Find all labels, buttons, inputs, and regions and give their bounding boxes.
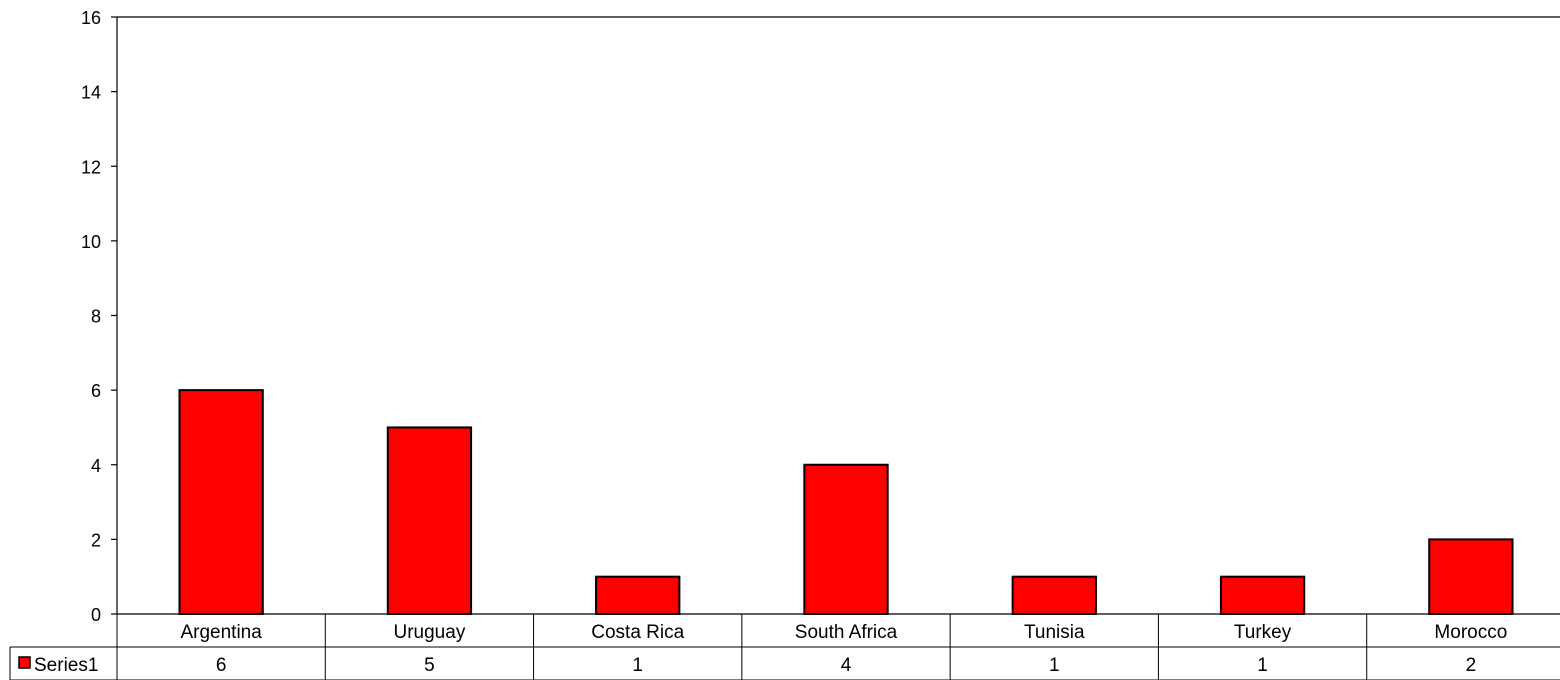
data-table-value: 5 (424, 655, 435, 676)
y-tick-label: 2 (91, 530, 101, 550)
y-tick-label: 8 (91, 307, 101, 327)
data-table-value: 4 (841, 655, 852, 676)
y-tick-label: 14 (81, 83, 101, 103)
y-tick-label: 0 (91, 605, 101, 625)
bars-layer (178, 389, 1514, 615)
category-label: Costa Rica (591, 622, 684, 643)
y-tick-label: 12 (81, 157, 101, 177)
category-label: Morocco (1434, 622, 1507, 643)
bar (178, 389, 264, 615)
data-table-value: 1 (632, 655, 643, 676)
legend-swatch (18, 656, 31, 669)
bar (1428, 538, 1514, 615)
y-tick-label: 6 (91, 381, 101, 401)
data-table-value: 2 (1466, 655, 1477, 676)
bar (803, 463, 889, 615)
category-label: Argentina (180, 622, 262, 643)
axes-layer: 0 2 4 6 8 10 12 14 16 (81, 8, 1560, 625)
data-table: Argentina 6 Uruguay 5 Costa Rica 1 South Afric… (9, 614, 1560, 680)
bar (595, 575, 681, 615)
bar (386, 426, 473, 615)
y-tick-label: 10 (81, 232, 101, 252)
category-label: Uruguay (394, 622, 466, 643)
y-tick-label: 4 (91, 456, 101, 476)
bar (1011, 575, 1097, 615)
data-table-value: 1 (1257, 655, 1268, 676)
data-table-value: 6 (216, 655, 227, 676)
data-table-value: 1 (1049, 655, 1060, 676)
y-tick-label: 16 (81, 8, 101, 28)
bar (1219, 575, 1306, 615)
legend-series-label: Series1 (34, 655, 98, 676)
category-label: Tunisia (1024, 622, 1085, 643)
category-label: Turkey (1234, 622, 1292, 643)
category-label: South Africa (795, 622, 898, 643)
